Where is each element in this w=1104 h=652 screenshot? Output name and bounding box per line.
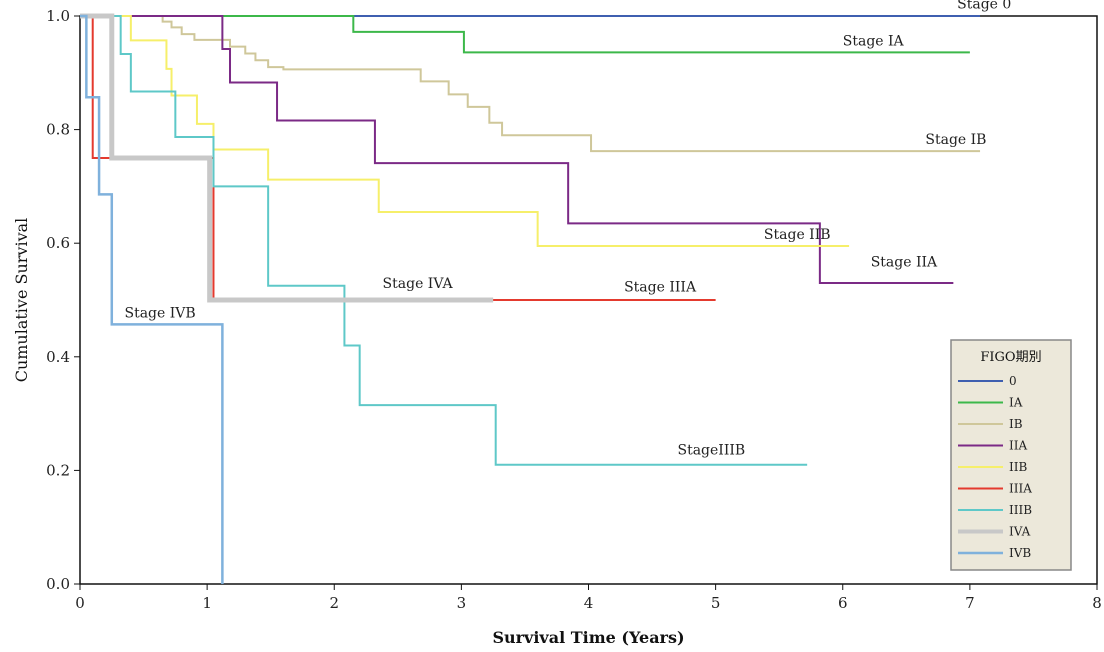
x-axis-title: Survival Time (Years) xyxy=(492,628,684,647)
y-axis-title: Cumulative Survival xyxy=(12,218,31,383)
legend-entry: IIIA xyxy=(1009,482,1032,496)
y-tick-label: 0.4 xyxy=(46,348,70,366)
legend-entry: IIA xyxy=(1009,439,1027,453)
stage-label: Stage IA xyxy=(843,34,905,50)
axes: 0 1 2 3 4 5 6 7 8 0.0 0.2 0.4 0.6 0.8 1.0 Survival Time… xyxy=(12,7,1102,647)
stage-label: Stage IVA xyxy=(383,276,454,292)
x-tick-label: 8 xyxy=(1092,594,1102,612)
series-line-iia xyxy=(80,15,954,284)
series-line-ivb xyxy=(80,14,224,584)
stage-label: Stage IIIA xyxy=(624,279,697,295)
x-tick-label: 7 xyxy=(965,594,975,612)
legend-entry: IVB xyxy=(1009,546,1031,560)
series-line-iib xyxy=(80,15,850,248)
legend-entry: IVA xyxy=(1009,525,1031,539)
y-tick-label: 0.6 xyxy=(46,234,70,252)
y-tick-label: 0.0 xyxy=(46,575,70,593)
legend-entry: IIB xyxy=(1009,460,1027,474)
series-line-ia xyxy=(80,15,970,54)
stage-label: StageIIIB xyxy=(677,442,745,458)
series-line-iiib xyxy=(80,15,808,466)
y-tick-label: 1.0 xyxy=(46,7,70,25)
x-tick-label: 5 xyxy=(711,594,721,612)
x-tick-label: 3 xyxy=(457,594,467,612)
series-line-iva xyxy=(80,13,494,303)
legend-entry: IA xyxy=(1009,396,1023,410)
x-tick-label: 6 xyxy=(838,594,848,612)
x-tick-label: 0 xyxy=(75,594,85,612)
stage-label: Stage IIA xyxy=(871,254,938,270)
stage-labels: Stage 0 Stage IA Stage IB Stage IIB Stage II… xyxy=(124,0,1011,458)
y-tick-label: 0.8 xyxy=(46,121,70,139)
stage-label: Stage IIB xyxy=(764,227,831,243)
x-tick-label: 1 xyxy=(202,594,212,612)
x-tick-label: 2 xyxy=(329,594,339,612)
legend-entry: 0 xyxy=(1009,374,1017,388)
stage-label: Stage 0 xyxy=(957,0,1011,13)
stage-label: Stage IB xyxy=(925,132,986,148)
legend-entry: IIIB xyxy=(1009,503,1032,517)
legend-entry: IB xyxy=(1009,417,1023,431)
y-tick-label: 0.2 xyxy=(46,461,70,479)
legend-title: FIGO期別 xyxy=(980,350,1041,365)
x-tick-label: 4 xyxy=(584,594,594,612)
legend: FIGO期別 0 IA IB IIA IIB IIIA IIIB IVA IVB xyxy=(950,339,1072,571)
stage-label: Stage IVB xyxy=(124,306,195,322)
series-line-ib xyxy=(80,15,981,153)
plot-series xyxy=(80,13,981,584)
